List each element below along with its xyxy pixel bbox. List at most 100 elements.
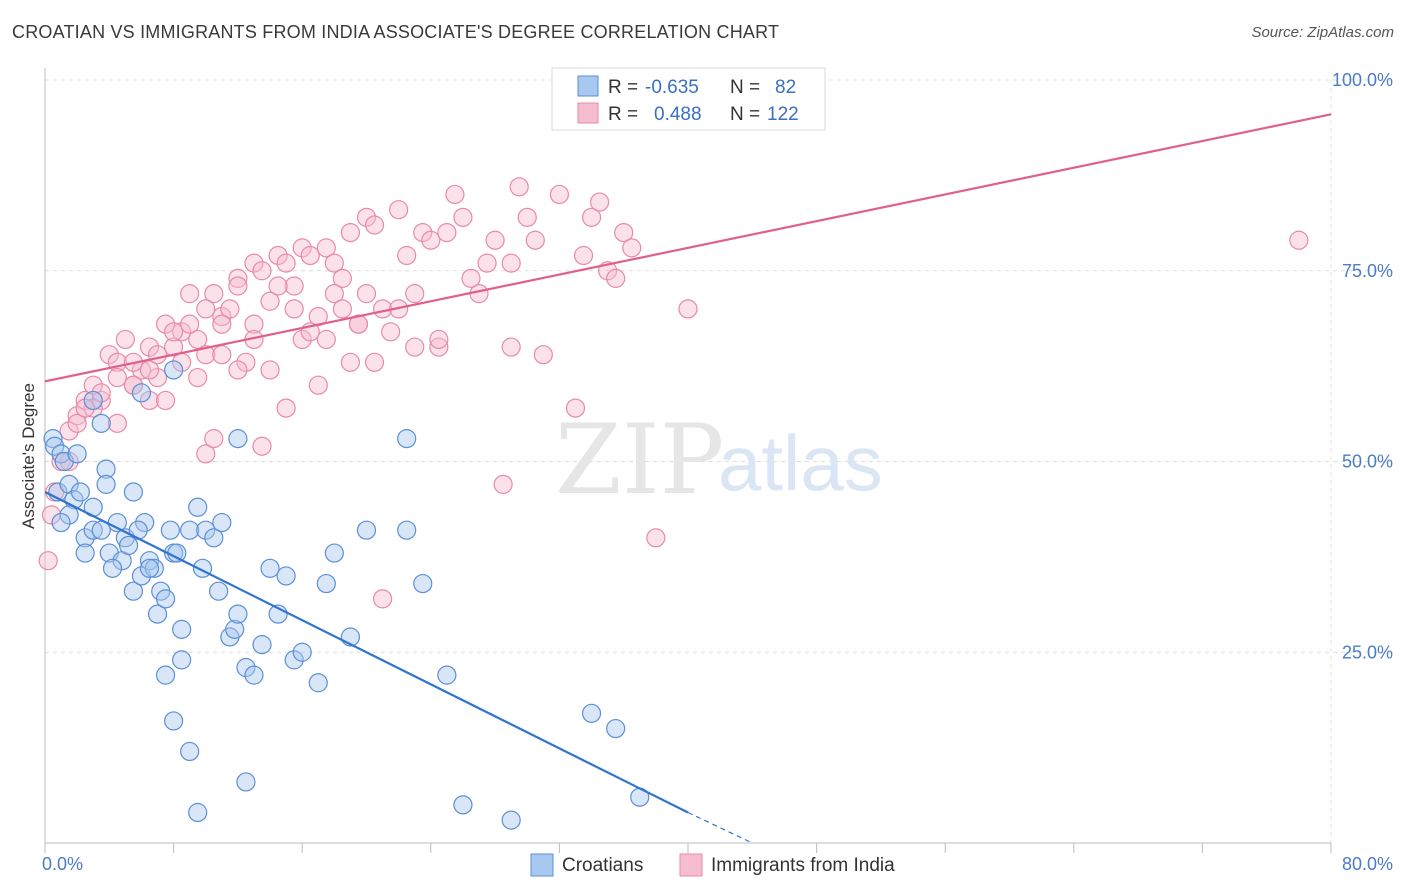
india-point-93 [196, 444, 216, 464]
croatian-point-61 [180, 741, 200, 762]
stats-n-label-1: N = [730, 77, 760, 98]
croatian-point-38 [204, 528, 224, 548]
india-point-101 [123, 375, 144, 395]
stats-n-value-2: 122 [767, 104, 799, 125]
croatian-point-25 [135, 512, 155, 533]
croatian-point-63 [236, 772, 256, 792]
croatian-trendline-extension [687, 811, 753, 844]
y-tick-label-3: 100.0% [1332, 70, 1393, 90]
india-point-95 [252, 436, 272, 456]
watermark-zip: ZIP [555, 404, 724, 516]
y-tick-label-0: 25.0% [1342, 642, 1393, 662]
india-point-59 [509, 177, 529, 197]
croatian-point-27 [144, 558, 164, 578]
croatian-point-5 [91, 413, 111, 433]
india-point-80 [164, 322, 184, 342]
india-point-75 [83, 398, 103, 418]
india-point-48 [413, 223, 433, 243]
croatian-point-65 [164, 360, 184, 380]
india-point-32 [284, 276, 304, 296]
india-point-14 [139, 337, 160, 357]
chart-title: CROATIAN VS IMMIGRANTS FROM INDIA ASSOCI… [12, 22, 780, 42]
croatian-point-79 [160, 520, 180, 540]
tick-labels: 25.0% 50.0% 75.0% 100.0% 0.0% 80.0% [42, 70, 1393, 874]
india-point-112 [332, 299, 352, 319]
croatian-point-39 [209, 581, 229, 601]
croatian-point-4 [67, 444, 87, 464]
croatian-point-60 [164, 711, 184, 731]
legend-swatch-croatians [530, 853, 554, 877]
india-point-76 [107, 367, 127, 388]
india-point-114 [364, 352, 385, 372]
trendlines [44, 113, 1332, 844]
croatian-point-42 [228, 429, 248, 449]
stats-swatch-india [577, 102, 599, 124]
croatian-point-62 [188, 802, 208, 823]
india-point-105 [188, 367, 208, 388]
croatian-point-30 [155, 589, 176, 609]
india-point-29 [260, 291, 280, 311]
india-point-91 [340, 352, 361, 372]
india-point-19 [180, 284, 200, 304]
india-point-57 [493, 474, 513, 494]
y-tick-label-1: 50.0% [1342, 452, 1393, 472]
croatian-point-57 [356, 520, 377, 540]
india-point-81 [180, 314, 200, 334]
croatian-point-80 [83, 390, 103, 411]
india-point-65 [573, 245, 594, 266]
india-point-30 [268, 245, 288, 266]
india-point-56 [485, 230, 505, 250]
croatian-point-69 [437, 665, 457, 685]
india-point-83 [212, 345, 232, 365]
india-point-72 [646, 528, 666, 548]
india-point-110 [284, 299, 304, 319]
india-point-71 [622, 238, 642, 258]
india-point-11 [115, 329, 135, 350]
croatian-point-48 [260, 558, 280, 578]
stats-r-label-2: R = [608, 104, 638, 125]
india-point-45 [389, 200, 409, 220]
croatian-point-77 [102, 558, 123, 578]
india-point-8 [91, 390, 111, 411]
croatian-point-35 [188, 497, 208, 517]
croatian-point-67 [397, 520, 417, 540]
stats-legend: R = -0.635 N = 82 R = 0.488 N = 122 [551, 67, 826, 131]
india-point-88 [292, 329, 312, 350]
croatian-point-59 [172, 650, 192, 670]
croatian-point-52 [292, 642, 312, 662]
india-point-55 [477, 253, 497, 273]
series-legend: Croatians Immigrants from India [530, 853, 895, 877]
india-trendline [44, 113, 1332, 383]
india-point-4 [59, 421, 79, 441]
india-point-64 [565, 398, 586, 418]
croatian-point-33 [172, 619, 192, 639]
croatian-point-37 [196, 520, 216, 540]
india-point-100 [107, 413, 127, 433]
india-point-50 [429, 337, 449, 357]
croatian-point-76 [75, 543, 95, 563]
india-point-62 [533, 345, 553, 365]
india-point-103 [155, 390, 176, 411]
india-point-67 [589, 192, 610, 212]
croatian-point-15 [75, 528, 95, 548]
croatian-point-46 [244, 665, 264, 685]
india-point-25 [228, 268, 248, 288]
india-point-6 [75, 390, 95, 411]
india-point-9 [99, 345, 119, 365]
india-point-33 [292, 238, 312, 258]
x-tick-label-0: 0.0% [42, 854, 83, 874]
india-point-119 [1289, 230, 1309, 250]
india-point-66 [581, 207, 602, 227]
india-point-82 [196, 299, 216, 319]
stats-r-value-1: -0.635 [645, 77, 699, 98]
india-point-89 [308, 375, 328, 395]
india-point-78 [139, 390, 160, 411]
legend-label-india: Immigrants from India [711, 855, 895, 876]
croatian-point-68 [413, 573, 433, 594]
stats-r-label-1: R = [608, 77, 638, 98]
croatian-point-32 [167, 543, 187, 563]
legend-swatch-india [679, 853, 703, 877]
india-point-52 [445, 184, 465, 205]
chart-source: Source: ZipAtlas.com [1251, 24, 1394, 41]
